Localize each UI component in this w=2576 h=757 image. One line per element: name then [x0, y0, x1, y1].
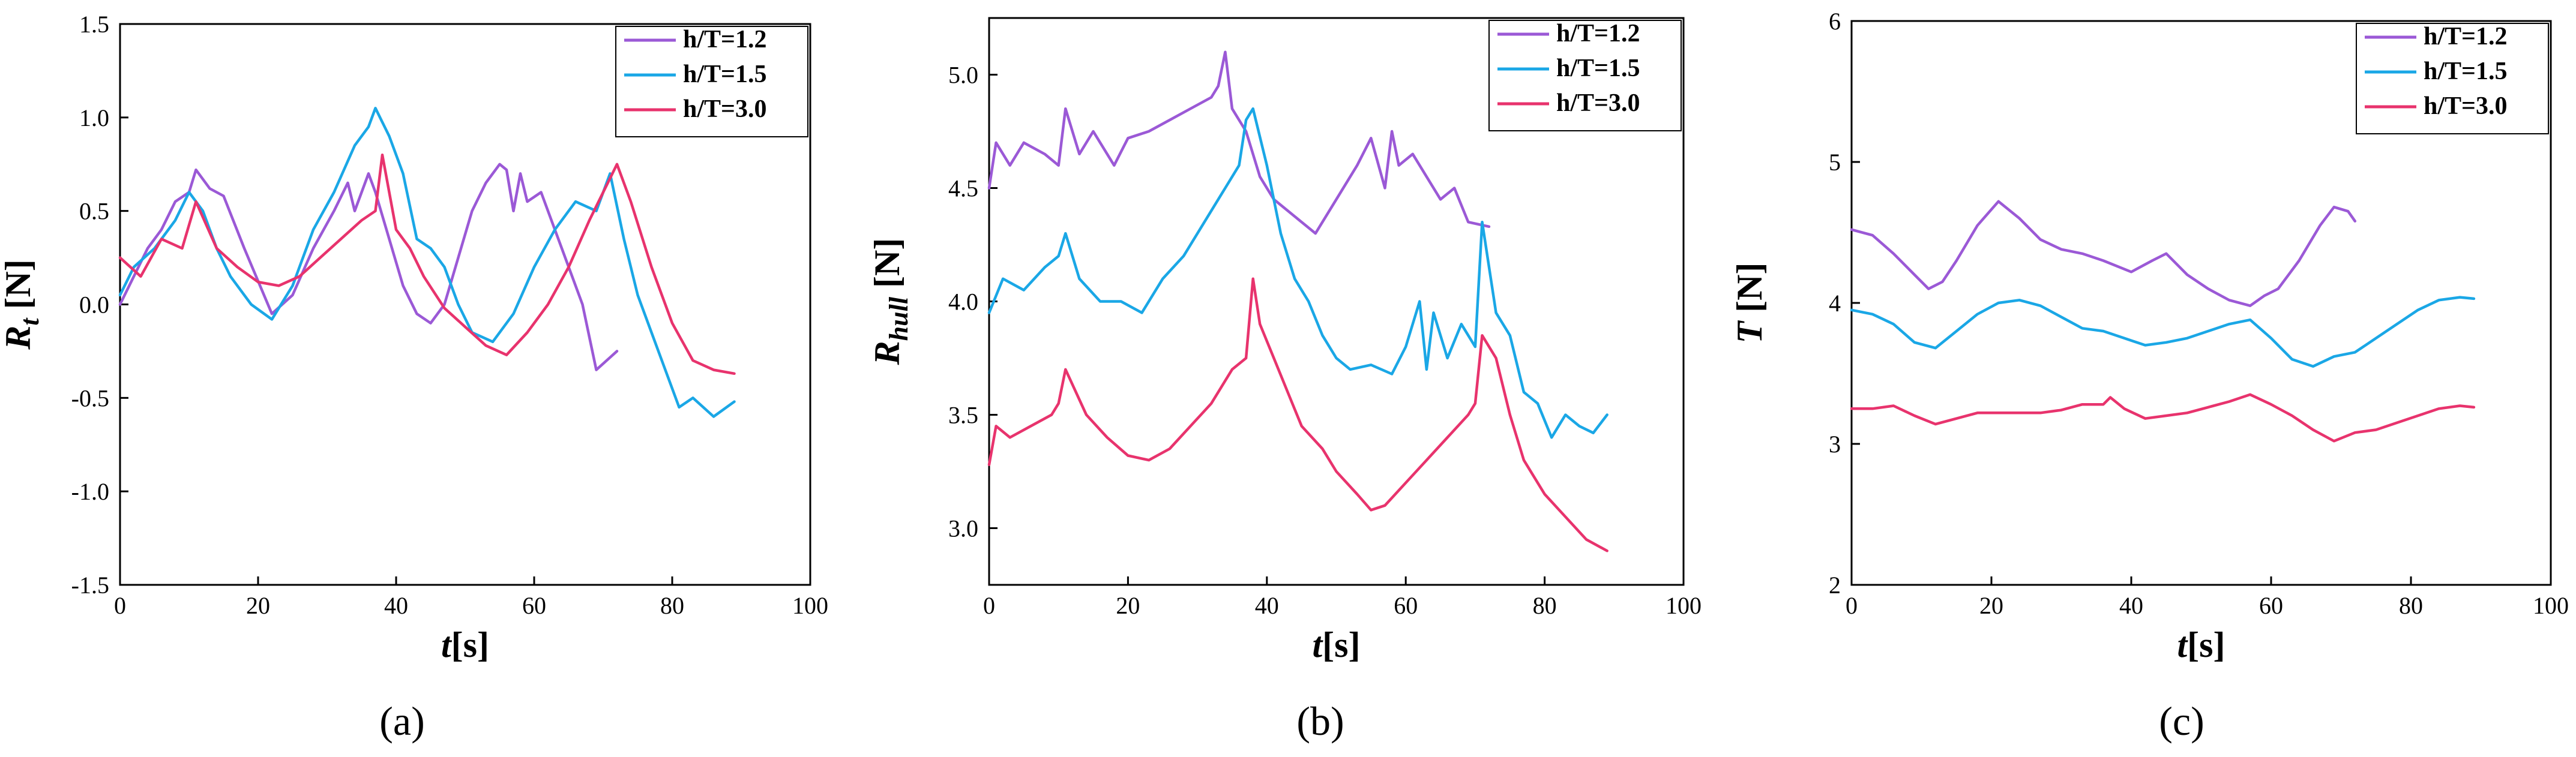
y-axis-label: T [N] [1730, 263, 1769, 344]
panel-caption: (a) [379, 698, 424, 744]
y-tick-label: 2 [1829, 572, 1841, 599]
y-tick-label: -1.0 [71, 478, 109, 505]
series-line-h/T=1.5 [1850, 296, 2476, 368]
x-axis-label: t[s] [441, 625, 489, 665]
y-tick-label: 3 [1829, 431, 1841, 458]
legend-label: h/T=1.5 [2424, 58, 2507, 85]
series-line-h/T=1.5 [118, 107, 736, 418]
x-tick-label: 80 [1533, 592, 1557, 619]
legend: h/T=1.2 h/T=1.5 h/T=3.0 [615, 26, 808, 137]
legend-label: h/T=1.2 [683, 26, 766, 53]
x-tick-label: 0 [1846, 592, 1858, 619]
series-line-h/T=3.0 [987, 277, 1608, 552]
y-tick-label: 3.0 [948, 515, 978, 542]
panel-caption: (c) [2159, 698, 2204, 744]
x-tick-label: 100 [1666, 592, 1702, 619]
x-tick-label: 20 [1979, 592, 2003, 619]
y-tick-label: 4.5 [948, 175, 978, 202]
legend: h/T=1.2 h/T=1.5 h/T=3.0 [2356, 23, 2549, 134]
y-tick-label: 0.5 [79, 198, 109, 225]
legend-box [1488, 20, 1682, 131]
legend-label: h/T=1.5 [683, 61, 766, 88]
legend-label: h/T=3.0 [1556, 89, 1640, 117]
panel-caption: (b) [1296, 698, 1344, 744]
y-tick-label: 1.5 [79, 11, 109, 38]
x-tick-label: 40 [2119, 592, 2143, 619]
x-tick-label: 20 [246, 592, 270, 619]
y-tick-label: 4 [1829, 290, 1841, 317]
x-tick-label: 60 [1394, 592, 1418, 619]
y-tick-label: 5 [1829, 149, 1841, 176]
series-line-h/T=3.0 [1850, 393, 2476, 443]
series-line-h/T=1.2 [987, 50, 1491, 235]
legend-box [2356, 23, 2549, 134]
chart-panel-2: 0 20 40 60 80 1003.03.54.04.55.0h/T=1.2h/T=1.… [867, 17, 1702, 744]
series-line-h/T=1.5 [987, 107, 1608, 439]
y-tick-label: -0.5 [71, 384, 109, 411]
y-tick-label: 0.0 [79, 292, 109, 319]
y-tick-label: 4.0 [948, 289, 978, 316]
y-axis-label: Rt [N] [0, 259, 44, 350]
y-tick-label: 6 [1829, 8, 1841, 35]
x-tick-label: 0 [983, 592, 995, 619]
x-tick-label: 40 [1255, 592, 1279, 619]
x-tick-label: 80 [660, 592, 684, 619]
x-tick-label: 80 [2399, 592, 2423, 619]
legend-label: h/T=3.0 [683, 95, 766, 123]
legend-label: h/T=1.2 [2424, 23, 2507, 50]
x-tick-label: 60 [2259, 592, 2283, 619]
y-tick-label: 1.0 [79, 104, 109, 131]
y-tick-label: -1.5 [71, 572, 109, 599]
legend: h/T=1.2 h/T=1.5 h/T=3.0 [1488, 20, 1682, 131]
x-axis-label: t[s] [2177, 625, 2225, 665]
y-tick-label: 3.5 [948, 402, 978, 429]
chart-panel-1: 0 20 40 60 80 100 -1.5 -1.0 -0.5 0.0 0.5 1.0 1.5 h/T=… [0, 11, 828, 744]
x-tick-label: 0 [114, 592, 126, 619]
y-axis-label: Rhull [N] [867, 238, 913, 366]
series-line-h/T=1.2 [1850, 200, 2357, 307]
x-axis-label: t[s] [1313, 625, 1361, 665]
series-line-h/T=3.0 [118, 153, 736, 376]
x-tick-label: 40 [384, 592, 408, 619]
legend-label: h/T=3.0 [2424, 92, 2507, 120]
series-line-h/T=1.2 [118, 163, 619, 371]
x-tick-label: 100 [2533, 592, 2569, 619]
x-tick-label: 100 [792, 592, 828, 619]
x-tick-label: 20 [1116, 592, 1140, 619]
legend-label: h/T=1.5 [1556, 55, 1640, 82]
x-tick-label: 60 [522, 592, 546, 619]
legend-label: h/T=1.2 [1556, 20, 1640, 47]
chart-panel-3: 0 20 40 60 80 100 2 3 4 5 6 h/T=1.2 h/T=1.5 h/T=3.0 t[… [1730, 8, 2569, 744]
y-tick-label: 5.0 [948, 62, 978, 89]
legend-box [615, 26, 808, 137]
